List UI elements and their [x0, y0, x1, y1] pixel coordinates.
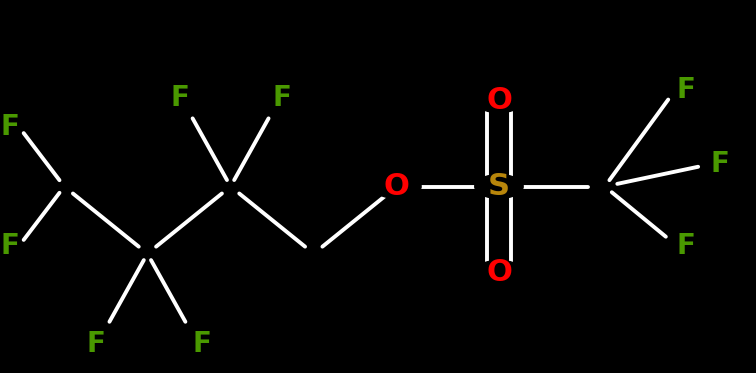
Text: F: F — [0, 113, 19, 141]
Text: F: F — [193, 330, 212, 358]
Circle shape — [475, 89, 523, 113]
Text: F: F — [711, 150, 730, 178]
Circle shape — [475, 260, 523, 284]
Text: O: O — [384, 172, 410, 201]
Text: S: S — [488, 172, 510, 201]
Text: F: F — [170, 84, 189, 112]
Circle shape — [373, 175, 421, 198]
Circle shape — [475, 175, 523, 198]
Text: O: O — [486, 86, 512, 115]
Text: F: F — [677, 232, 696, 260]
Text: F: F — [87, 330, 106, 358]
Text: F: F — [272, 84, 291, 112]
Text: F: F — [0, 232, 19, 260]
Text: O: O — [486, 258, 512, 287]
Text: F: F — [677, 75, 696, 104]
